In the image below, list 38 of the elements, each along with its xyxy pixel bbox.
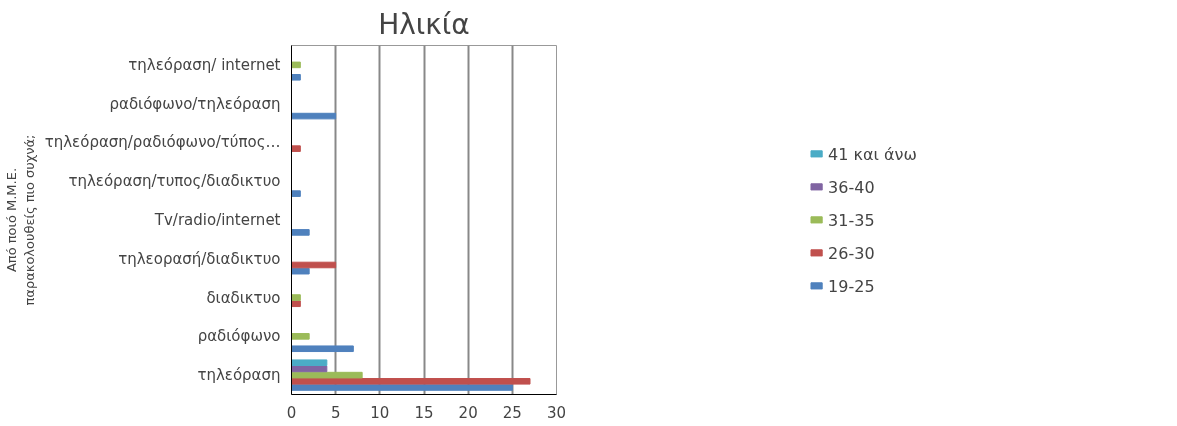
x-tick-label: 30 bbox=[546, 403, 567, 422]
bar bbox=[291, 112, 337, 120]
bar bbox=[291, 74, 301, 81]
bar bbox=[291, 229, 310, 236]
legend-label: 26-30 bbox=[828, 243, 875, 262]
legend-label: 41 και άνω bbox=[828, 144, 917, 163]
x-tick-label: 0 bbox=[286, 403, 297, 422]
x-tick-label: 5 bbox=[330, 403, 341, 422]
x-tick-label: 25 bbox=[502, 403, 522, 422]
legend-label: 36-40 bbox=[828, 177, 875, 196]
y-tick-label: διαδικτυο bbox=[206, 288, 281, 307]
bar bbox=[291, 333, 310, 340]
bar bbox=[291, 190, 301, 197]
y-axis-title: Από ποιό Μ.Μ.Ε. παρακολουθείς πιο συχνά; bbox=[3, 134, 37, 306]
bar bbox=[291, 145, 301, 152]
x-tick-label: 20 bbox=[458, 403, 478, 422]
x-tick-label: 10 bbox=[370, 403, 390, 422]
bar bbox=[291, 267, 310, 275]
legend-label: 31-35 bbox=[828, 210, 875, 229]
bar bbox=[291, 371, 363, 379]
legend-label: 19-25 bbox=[828, 276, 875, 295]
y-tick-label: ραδιόφωνο/τηλεόραση bbox=[109, 94, 281, 113]
y-tick-label: τηλεόραση/ internet bbox=[128, 55, 281, 74]
bar bbox=[291, 345, 354, 353]
y-tick-label: τηλεόραση/τυπος/διαδικτυο bbox=[68, 172, 281, 191]
chart-title: Ηλικία bbox=[378, 7, 470, 41]
x-tick-label: 15 bbox=[414, 403, 434, 422]
y-tick-label: τηλεορασή/διαδικτυο bbox=[118, 249, 281, 268]
y-tick-label: τηλεόραση bbox=[197, 366, 281, 385]
bar bbox=[291, 378, 531, 385]
bar bbox=[291, 61, 301, 69]
bar bbox=[291, 384, 513, 391]
y-tick-label: Tv/radio/internet bbox=[153, 211, 281, 229]
bar bbox=[291, 359, 328, 366]
y-tick-label: ραδιόφωνο bbox=[197, 327, 281, 346]
bar bbox=[291, 294, 301, 301]
bar bbox=[291, 261, 337, 269]
y-tick-label: τηλεόραση/ραδιόφωνο/τύπος… bbox=[44, 133, 281, 152]
